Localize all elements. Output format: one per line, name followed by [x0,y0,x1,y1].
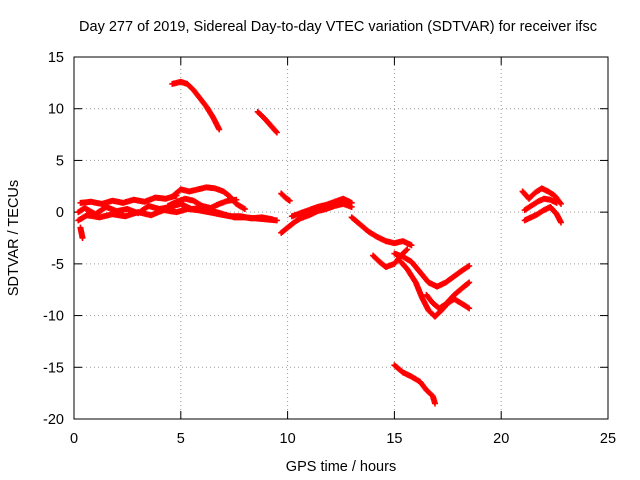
data-segment [391,362,438,407]
data-segment [423,279,473,312]
x-axis-label: GPS time / hours [286,459,396,475]
data-point [431,400,438,407]
y-tick-label: 0 [56,205,64,221]
data-point [233,196,240,203]
x-tick-label: 20 [493,431,509,447]
data-point [558,200,565,207]
data-point [553,199,560,206]
data-segment [75,206,276,224]
data-point [269,216,276,223]
data-segment [521,195,560,214]
data-point [403,247,410,254]
data-segment [77,192,180,207]
x-tick-label: 25 [600,431,616,447]
data-segment [164,195,240,212]
data-segment [169,78,223,133]
data-point [466,305,473,312]
data-segment [278,200,355,236]
chart-title: Day 277 of 2019, Sidereal Day-to-day VTE… [79,19,597,35]
data-point [348,199,355,206]
y-tick-label: -5 [51,257,64,273]
data-segment [391,250,473,290]
x-tick-label: 0 [70,431,78,447]
y-axis-label: SDTVAR / TECUs [6,180,22,296]
x-tick-label: 10 [280,431,296,447]
data-point [79,235,86,241]
data-points [75,78,565,407]
data-segment [254,108,280,136]
data-segment [288,195,355,220]
data-point [558,219,565,226]
y-tick-label: 10 [48,102,64,118]
data-segment [278,190,293,204]
x-tick-label: 5 [177,431,185,447]
data-point [241,206,248,213]
data-point [273,129,280,136]
data-point [286,197,293,204]
data-point [404,246,411,253]
y-tick-label: 5 [56,153,64,169]
data-point [273,128,280,135]
y-tick-label: 15 [48,50,64,66]
data-point [465,280,472,287]
data-point [273,217,280,224]
x-tick-label: 15 [386,431,402,447]
data-point [408,242,415,249]
y-tick-label: -20 [43,412,64,428]
data-point [466,262,473,269]
data-segment [348,214,415,249]
grid-lines [74,57,608,419]
y-tick-label: -15 [43,360,64,376]
data-point [466,279,473,286]
y-tick-label: -10 [43,309,64,325]
data-segment [77,224,86,241]
plot-frame [73,56,609,420]
data-point [216,126,223,133]
data-segment [521,203,565,226]
